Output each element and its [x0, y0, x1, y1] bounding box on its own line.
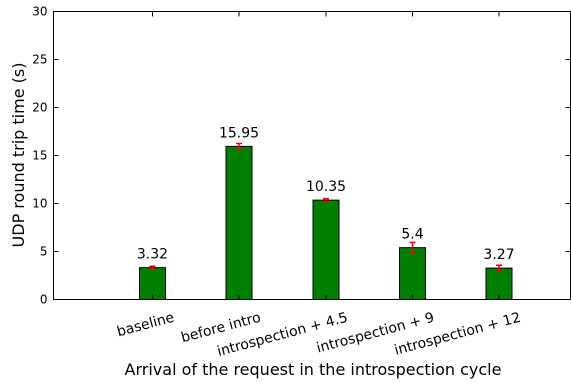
y-axis: 0 5 10 15 20 25 30: [32, 5, 571, 307]
x-tick-label: baseline: [115, 310, 176, 341]
y-tick-label: 5: [40, 245, 48, 259]
bar: [399, 247, 426, 301]
bar: [312, 199, 340, 300]
x-axis-title: Arrival of the request in the introspect…: [125, 360, 502, 379]
data-label: 15.95: [219, 125, 259, 141]
y-tick-label: 10: [32, 197, 47, 211]
bar: [139, 267, 166, 300]
data-label: 3.27: [483, 247, 514, 263]
y-axis-title: UDP round trip time (s): [9, 63, 28, 248]
y-tick-label: 30: [32, 5, 47, 19]
data-label: 5.4: [401, 227, 423, 243]
y-tick-label: 0: [40, 293, 48, 307]
data-labels: 3.32 15.95 10.35 5.4 3.27: [137, 125, 515, 263]
y-tick-label: 20: [32, 101, 47, 115]
data-label: 10.35: [306, 179, 346, 195]
y-tick-label: 25: [32, 53, 47, 67]
error-bars: [149, 142, 502, 272]
bars: [139, 145, 513, 301]
data-label: 3.32: [137, 247, 168, 263]
bar: [225, 145, 253, 300]
y-tick-label: 15: [32, 149, 47, 163]
